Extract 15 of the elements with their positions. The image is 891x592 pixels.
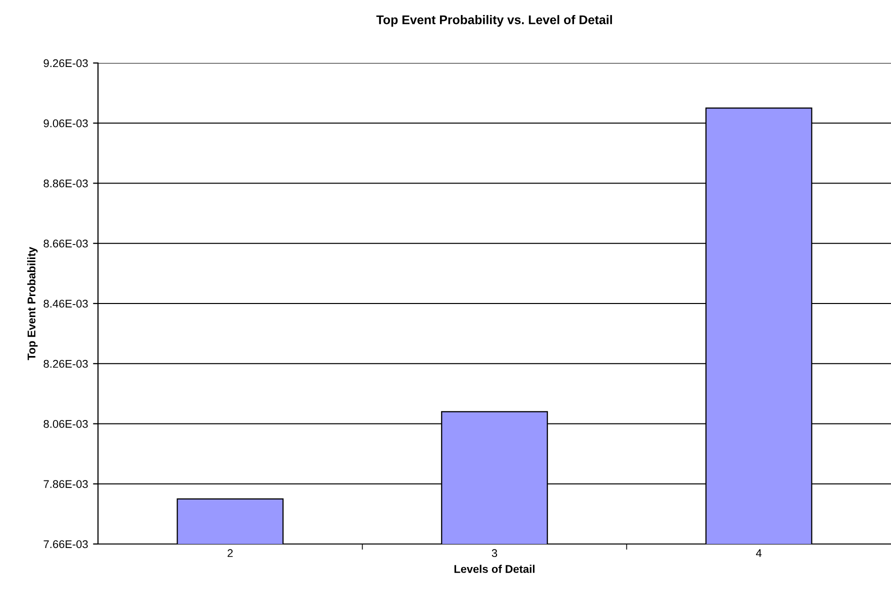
y-tick-label: 9.26E-03 <box>44 59 88 68</box>
y-tick-label: 8.66E-03 <box>44 240 88 248</box>
x-tick-label: 4 <box>756 549 762 557</box>
chart-title: Top Event Probability vs. Level of Detail <box>376 15 612 27</box>
y-tick-label: 8.86E-03 <box>44 180 88 188</box>
y-axis-title: Top Event Probability <box>27 246 38 360</box>
y-tick-label: 8.06E-03 <box>44 420 88 428</box>
y-tick-label: 8.26E-03 <box>44 360 88 368</box>
y-tick-label: 8.46E-03 <box>44 300 88 308</box>
y-tick-label: 7.86E-03 <box>44 480 88 488</box>
y-tick-label: 7.66E-03 <box>44 540 88 548</box>
x-tick-label: 2 <box>228 549 233 557</box>
y-tick-label: 9.06E-03 <box>44 119 88 128</box>
x-axis-title: Levels of Detail <box>454 564 534 573</box>
x-tick-label: 3 <box>492 549 498 558</box>
